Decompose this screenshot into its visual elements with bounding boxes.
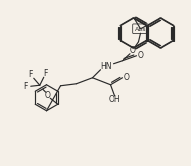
FancyBboxPatch shape — [133, 24, 148, 34]
Text: F: F — [23, 82, 28, 91]
Text: F: F — [29, 70, 33, 79]
Text: HN: HN — [100, 62, 111, 71]
Text: OH: OH — [109, 95, 120, 104]
Text: O: O — [138, 51, 143, 60]
Text: Abs: Abs — [135, 27, 146, 32]
Text: F: F — [44, 69, 48, 78]
Text: O: O — [45, 91, 51, 100]
Text: O: O — [129, 46, 135, 55]
Text: O: O — [124, 73, 129, 82]
